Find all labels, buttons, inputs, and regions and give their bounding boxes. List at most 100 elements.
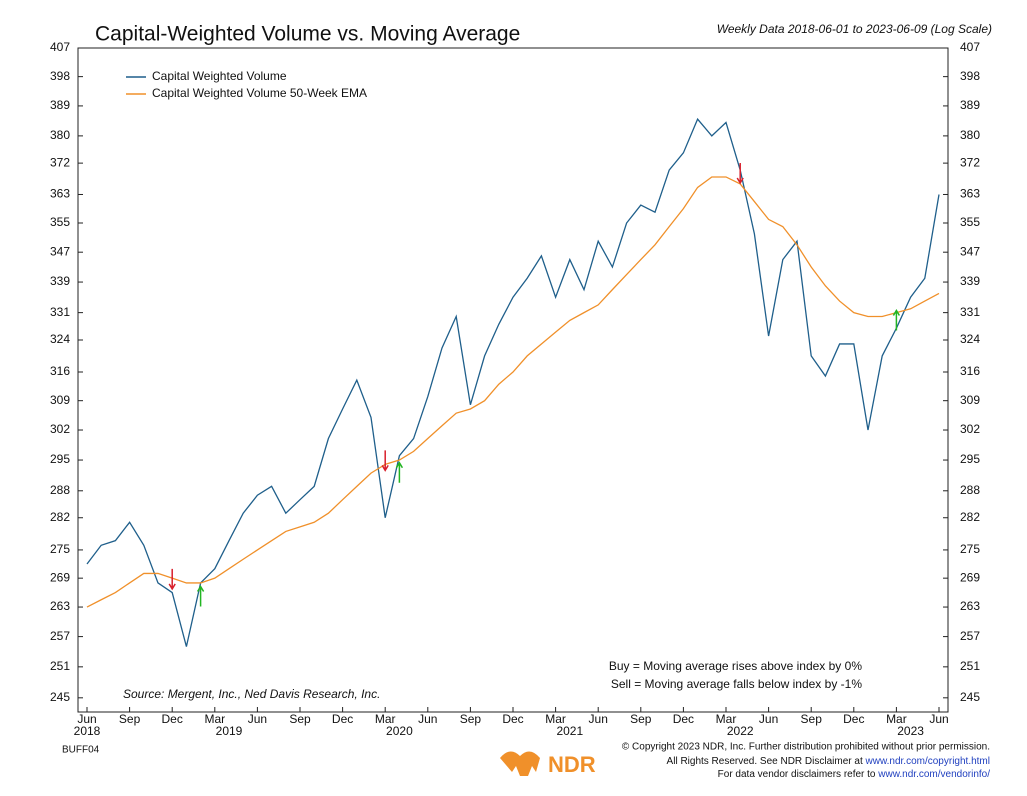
y-tick-label: 316 xyxy=(50,364,70,378)
buy-arrow xyxy=(892,309,901,331)
copyright-link[interactable]: www.ndr.com/copyright.html xyxy=(865,756,991,767)
y-tick-label: 288 xyxy=(50,483,70,497)
y2-tick-label: 275 xyxy=(960,542,980,556)
y-tick-label: 339 xyxy=(50,274,70,288)
logo: NDR xyxy=(500,751,596,777)
legend-label: Capital Weighted Volume 50-Week EMA xyxy=(152,86,367,100)
logo-text: NDR xyxy=(548,752,596,777)
x-tick-label: Jun xyxy=(77,712,96,726)
x-tick-label: Sep xyxy=(801,712,823,726)
sell-arrow xyxy=(168,568,176,591)
vendor: For data vendor disclaimers refer to www… xyxy=(718,769,991,780)
y2-tick-label: 269 xyxy=(960,570,980,584)
y-tick-label: 363 xyxy=(50,187,70,201)
x-tick-label: Mar xyxy=(204,712,225,726)
y2-tick-label: 398 xyxy=(960,69,980,83)
y2-tick-label: 302 xyxy=(960,422,980,436)
year-label: 2019 xyxy=(216,724,243,738)
x-tick-label: Mar xyxy=(375,712,396,726)
x-tick-label: Dec xyxy=(332,712,353,726)
y2-tick-label: 324 xyxy=(960,332,980,346)
x-tick-label: Dec xyxy=(843,712,864,726)
y-tick-label: 302 xyxy=(50,422,70,436)
logo-icon xyxy=(500,751,540,776)
y2-tick-label: 380 xyxy=(960,128,980,142)
source: Source: Mergent, Inc., Ned Davis Researc… xyxy=(123,687,380,701)
y-tick-label: 398 xyxy=(50,69,70,83)
x-tick-label: Jun xyxy=(248,712,267,726)
x-tick-label: Mar xyxy=(545,712,566,726)
y-tick-label: 245 xyxy=(50,690,70,704)
series-line xyxy=(86,176,940,608)
chart-title: Capital-Weighted Volume vs. Moving Avera… xyxy=(95,23,520,46)
y2-tick-label: 316 xyxy=(960,364,980,378)
x-tick-label: Jun xyxy=(759,712,778,726)
series-line xyxy=(86,117,940,647)
y2-tick-label: 263 xyxy=(960,599,980,613)
y2-tick-label: 295 xyxy=(960,452,980,466)
y-tick-label: 407 xyxy=(50,40,70,54)
y2-tick-label: 389 xyxy=(960,98,980,112)
chart-subtitle: Weekly Data 2018-06-01 to 2023-06-09 (Lo… xyxy=(717,22,992,36)
year-label: 2020 xyxy=(386,724,413,738)
y-tick-label: 324 xyxy=(50,332,70,346)
y-tick-label: 347 xyxy=(50,244,70,258)
year-label: 2021 xyxy=(556,724,583,738)
x-tick-label: Dec xyxy=(162,712,183,726)
y-tick-label: 309 xyxy=(50,393,70,407)
sell-rule: Sell = Moving average falls below index … xyxy=(611,677,862,691)
rights: All Rights Reserved. See NDR Disclaimer … xyxy=(667,756,990,767)
chart-code: BUFF04 xyxy=(62,745,100,756)
x-tick-label: Dec xyxy=(502,712,523,726)
y2-tick-label: 251 xyxy=(960,659,980,673)
sell-arrow xyxy=(381,450,389,472)
year-label: 2022 xyxy=(727,724,754,738)
rights-text: All Rights Reserved. See NDR Disclaimer … xyxy=(667,756,863,767)
y-tick-label: 380 xyxy=(50,128,70,142)
y2-tick-label: 407 xyxy=(960,40,980,54)
x-tick-label: Sep xyxy=(119,712,141,726)
y-tick-label: 295 xyxy=(50,452,70,466)
x-tick-label: Jun xyxy=(418,712,437,726)
copyright: © Copyright 2023 NDR, Inc. Further distr… xyxy=(622,742,990,753)
y2-tick-label: 347 xyxy=(960,244,980,258)
y-tick-label: 389 xyxy=(50,98,70,112)
buy-arrow xyxy=(395,461,404,483)
buy-arrow xyxy=(196,585,205,607)
y2-tick-label: 363 xyxy=(960,187,980,201)
x-tick-label: Dec xyxy=(673,712,694,726)
y2-tick-label: 355 xyxy=(960,215,980,229)
y-tick-label: 282 xyxy=(50,510,70,524)
y-tick-label: 269 xyxy=(50,570,70,584)
x-tick-label: Mar xyxy=(716,712,737,726)
y-tick-label: 251 xyxy=(50,659,70,673)
x-tick-label: Sep xyxy=(630,712,652,726)
sell-arrow xyxy=(736,162,744,185)
y2-tick-label: 339 xyxy=(960,274,980,288)
y-tick-label: 257 xyxy=(50,629,70,643)
x-tick-label: Sep xyxy=(460,712,482,726)
y2-tick-label: 309 xyxy=(960,393,980,407)
y2-tick-label: 372 xyxy=(960,155,980,169)
y-tick-label: 355 xyxy=(50,215,70,229)
y2-tick-label: 288 xyxy=(960,483,980,497)
year-label: 2018 xyxy=(74,724,101,738)
y-tick-label: 331 xyxy=(50,305,70,319)
x-tick-label: Mar xyxy=(886,712,907,726)
y-tick-label: 263 xyxy=(50,599,70,613)
x-tick-label: Jun xyxy=(589,712,608,726)
y2-tick-label: 282 xyxy=(960,510,980,524)
y-tick-label: 275 xyxy=(50,542,70,556)
legend-label: Capital Weighted Volume xyxy=(152,69,287,83)
x-tick-label: Jun xyxy=(929,712,948,726)
y2-tick-label: 257 xyxy=(960,629,980,643)
y-tick-label: 372 xyxy=(50,155,70,169)
vendor-link[interactable]: www.ndr.com/vendorinfo/ xyxy=(877,769,990,780)
plot-frame xyxy=(77,47,949,713)
vendor-text: For data vendor disclaimers refer to xyxy=(718,769,876,780)
buy-rule: Buy = Moving average rises above index b… xyxy=(609,659,862,673)
year-label: 2023 xyxy=(897,724,924,738)
y2-tick-label: 245 xyxy=(960,690,980,704)
y2-tick-label: 331 xyxy=(960,305,980,319)
